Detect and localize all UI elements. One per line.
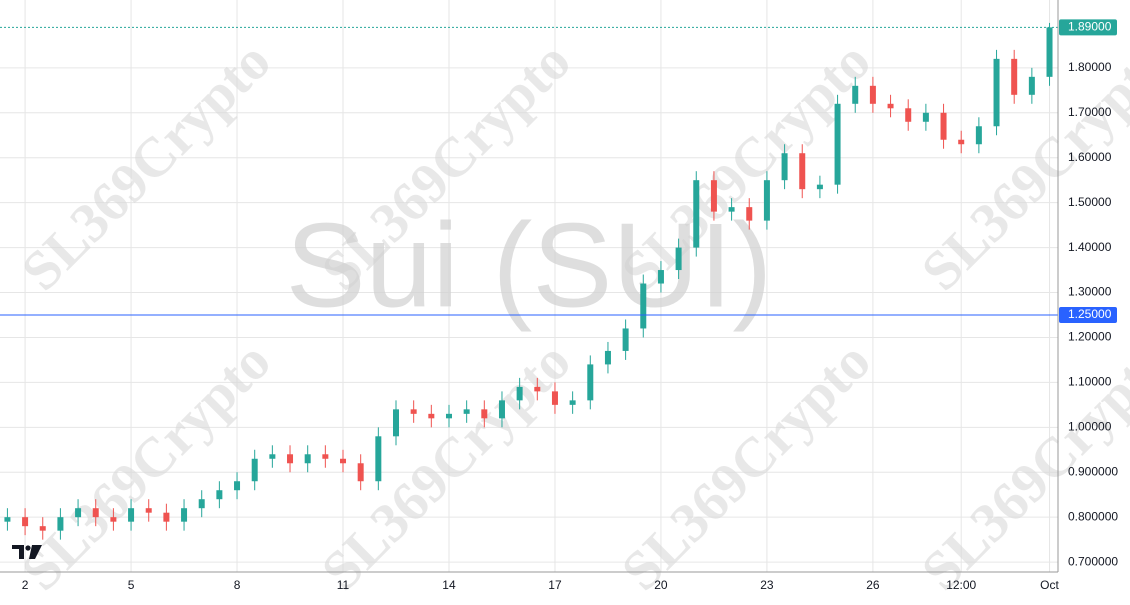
candle-body [463, 409, 470, 414]
candle-body [799, 153, 806, 190]
axes: 0.700000 0.800000 0.900000 1.00000 1.10000 1.… [22, 19, 1118, 592]
candle-body [975, 126, 982, 145]
candle-body [481, 409, 488, 419]
candle-body [22, 517, 29, 527]
candle-body [57, 517, 64, 531]
candle-body [39, 526, 46, 531]
x-tick-label: 12:00 [946, 578, 976, 592]
candle-body [534, 386, 541, 392]
candle-body [1046, 27, 1053, 77]
candle-body [763, 180, 770, 221]
grid [0, 0, 1058, 572]
x-tick-label: 23 [760, 578, 774, 592]
candle-body [834, 103, 841, 185]
candle-body [587, 364, 594, 401]
candle-body [551, 391, 558, 405]
price-lines [0, 26, 1058, 316]
x-tick-label: 17 [548, 578, 562, 592]
x-tick-label: 8 [234, 578, 241, 592]
candle-body [569, 400, 576, 405]
candle-body [816, 184, 823, 190]
candle-body [640, 283, 647, 329]
x-tick-label: 2 [22, 578, 29, 592]
price-label: 1.89000 [1068, 20, 1112, 34]
y-tick-label: 1.00000 [1068, 419, 1112, 433]
y-tick-label: 1.20000 [1068, 330, 1112, 344]
chart-title: Sui (SUI) [286, 199, 773, 333]
candle-body [869, 85, 876, 104]
y-tick-label: 0.700000 [1068, 554, 1118, 568]
candle-body [622, 328, 629, 351]
candle-body [1011, 58, 1018, 95]
candle-body [498, 400, 505, 419]
y-tick-label: 1.40000 [1068, 240, 1112, 254]
x-tick-label: 26 [866, 578, 880, 592]
candle-body [781, 153, 788, 181]
candle-body [746, 207, 753, 221]
x-tick-label: 5 [128, 578, 135, 592]
candle-body [958, 139, 965, 145]
candle-body [675, 247, 682, 271]
candle-body [887, 103, 894, 109]
y-tick-label: 0.900000 [1068, 464, 1118, 478]
candle-body [1028, 76, 1035, 95]
x-tick-label: 11 [337, 578, 350, 592]
candle-body [428, 413, 435, 419]
candle-body [516, 386, 523, 401]
candle-body [710, 180, 717, 212]
candle-body [145, 508, 152, 513]
candle-body [181, 508, 188, 522]
candle-body [922, 112, 929, 122]
price-label: 1.25000 [1068, 307, 1112, 321]
candle-body [75, 508, 82, 518]
candle-body [216, 490, 223, 500]
candle-body [287, 454, 294, 464]
candle-body [657, 270, 664, 284]
candle-body [375, 436, 382, 482]
candle-body [128, 508, 135, 522]
y-tick-label: 1.10000 [1068, 375, 1112, 389]
logo [12, 545, 42, 559]
candle-body [604, 350, 611, 365]
candle-body [110, 517, 117, 522]
y-tick-label: 1.50000 [1068, 195, 1112, 209]
y-tick-label: 1.80000 [1068, 60, 1112, 74]
y-tick-label: 1.60000 [1068, 150, 1112, 164]
candle-body [198, 499, 205, 509]
price-label-box [1059, 306, 1117, 323]
candle-body [234, 481, 241, 491]
candle-body [728, 207, 735, 212]
candle-body [163, 512, 170, 522]
candles [4, 22, 1053, 540]
candle-body [993, 58, 1000, 127]
candle-body [4, 517, 11, 522]
candle-body [905, 108, 912, 122]
candle-body [693, 180, 700, 248]
price-label-box [1059, 19, 1117, 36]
candle-body [269, 454, 276, 459]
y-tick-label: 1.70000 [1068, 105, 1112, 119]
candle-body [357, 463, 364, 482]
candle-body [340, 458, 347, 464]
candle-body [251, 458, 258, 482]
candle-body [304, 454, 311, 464]
x-tick-label: 14 [442, 578, 456, 592]
candle-body [392, 409, 399, 437]
candle-body [852, 85, 859, 104]
candle-body [322, 454, 329, 459]
candle-body [445, 413, 452, 419]
x-tick-label: 20 [654, 578, 668, 592]
y-tick-label: 1.30000 [1068, 285, 1112, 299]
x-tick-label: Oct [1040, 578, 1059, 592]
candle-body [92, 508, 99, 518]
candle-body [940, 112, 947, 140]
y-tick-label: 0.800000 [1068, 509, 1118, 523]
candle-body [410, 409, 417, 414]
